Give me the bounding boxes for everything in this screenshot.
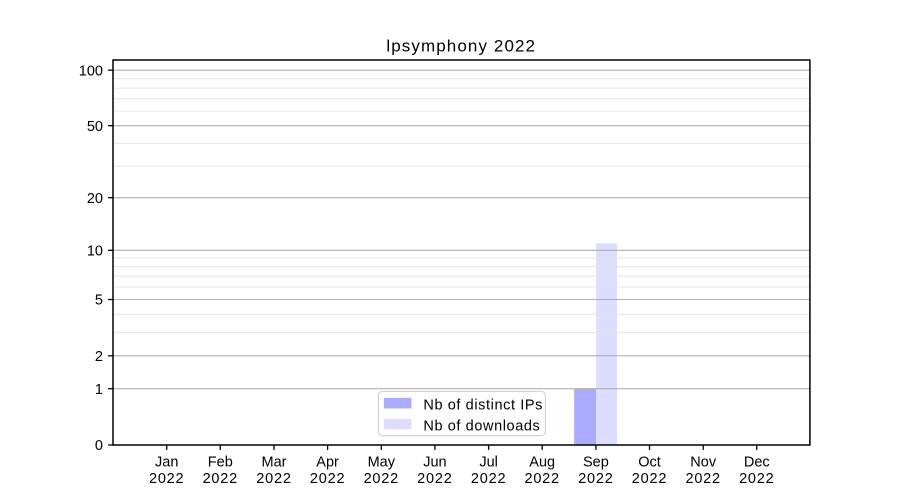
svg-text:May: May (368, 454, 396, 470)
svg-text:Sep: Sep (583, 454, 609, 470)
svg-text:1: 1 (95, 382, 103, 398)
svg-text:2022: 2022 (417, 471, 452, 487)
svg-text:50: 50 (87, 119, 103, 135)
svg-text:Jul: Jul (479, 454, 498, 470)
svg-text:2022: 2022 (149, 471, 184, 487)
svg-text:2: 2 (95, 349, 103, 365)
svg-text:2022: 2022 (578, 471, 613, 487)
svg-text:10: 10 (87, 244, 103, 260)
svg-text:2022: 2022 (203, 471, 238, 487)
svg-text:5: 5 (95, 293, 103, 309)
svg-text:Nb of downloads: Nb of downloads (423, 419, 540, 435)
svg-text:2022: 2022 (524, 471, 559, 487)
svg-text:Dec: Dec (744, 454, 770, 470)
svg-text:2022: 2022 (471, 471, 506, 487)
svg-text:lpsymphony 2022: lpsymphony 2022 (386, 37, 536, 56)
svg-text:2022: 2022 (310, 471, 345, 487)
svg-text:Apr: Apr (316, 454, 339, 470)
svg-text:Jun: Jun (423, 454, 446, 470)
svg-text:Feb: Feb (208, 454, 233, 470)
svg-text:2022: 2022 (256, 471, 291, 487)
svg-text:2022: 2022 (685, 471, 720, 487)
svg-text:Oct: Oct (638, 454, 661, 470)
svg-text:Aug: Aug (529, 454, 555, 470)
svg-text:2022: 2022 (364, 471, 399, 487)
svg-text:Mar: Mar (262, 454, 287, 470)
svg-text:0: 0 (95, 438, 103, 454)
svg-text:2022: 2022 (739, 471, 774, 487)
svg-text:Jan: Jan (155, 454, 178, 470)
svg-text:2022: 2022 (632, 471, 667, 487)
svg-text:Nov: Nov (690, 454, 717, 470)
svg-text:100: 100 (79, 63, 103, 79)
svg-text:Nb of distinct IPs: Nb of distinct IPs (423, 398, 543, 414)
svg-text:20: 20 (87, 191, 103, 207)
